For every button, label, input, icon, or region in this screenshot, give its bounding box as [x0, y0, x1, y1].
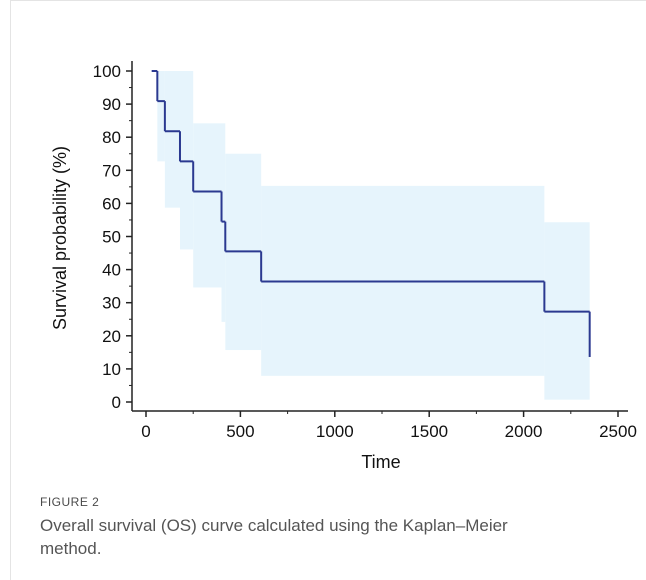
confidence-band-layer — [157, 71, 590, 400]
x-axis-label: Time — [361, 452, 400, 472]
ci-band-segment — [157, 71, 165, 162]
x-tick-label: 2000 — [505, 422, 543, 441]
figure-frame-top — [10, 0, 646, 1]
y-tick-label: 70 — [102, 161, 121, 180]
survival-curve-layer — [151, 70, 591, 357]
figure-caption: Overall survival (OS) curve calculated u… — [40, 516, 508, 558]
y-tick-label: 10 — [102, 360, 121, 379]
x-tick-label: 500 — [226, 422, 254, 441]
figure-frame-left — [10, 0, 11, 580]
ci-band-segment — [164, 71, 180, 208]
y-tick-label: 20 — [102, 327, 121, 346]
y-tick-label: 80 — [102, 128, 121, 147]
y-tick-label: 100 — [93, 62, 121, 81]
y-tick-label: 60 — [102, 194, 121, 213]
y-tick-label: 0 — [112, 393, 121, 412]
x-tick-label: 1500 — [410, 422, 448, 441]
y-tick-label: 40 — [102, 261, 121, 280]
x-tick-label: 0 — [141, 422, 150, 441]
y-axis-label: Survival probability (%) — [50, 146, 70, 330]
ci-band-segment — [179, 71, 194, 250]
x-tick-label: 1000 — [316, 422, 354, 441]
y-tick-label: 50 — [102, 228, 121, 247]
x-tick-label: 2500 — [599, 422, 637, 441]
y-tick-label: 90 — [102, 95, 121, 114]
figure-label: FIGURE 2 — [40, 495, 100, 509]
ci-band-segment — [193, 123, 222, 288]
y-tick-label: 30 — [102, 294, 121, 313]
